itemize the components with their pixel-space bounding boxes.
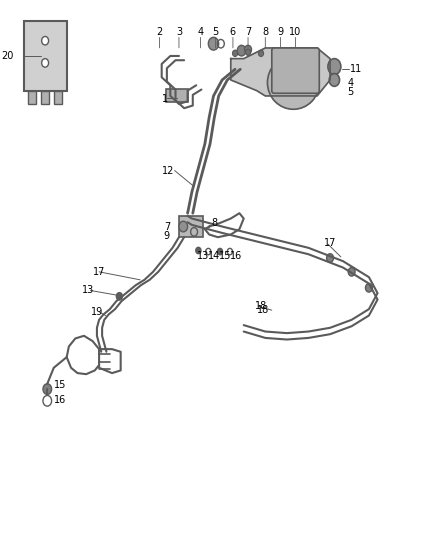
Circle shape [329, 74, 339, 86]
Circle shape [328, 59, 341, 75]
Text: 8: 8 [262, 27, 268, 37]
Text: 20: 20 [2, 51, 14, 61]
Circle shape [284, 51, 290, 58]
Text: 4: 4 [198, 27, 204, 37]
Bar [166, 89, 187, 102]
Text: 13: 13 [82, 286, 94, 295]
Text: 17: 17 [324, 238, 336, 247]
Text: 7: 7 [245, 27, 251, 37]
Circle shape [244, 45, 251, 54]
Text: 12: 12 [162, 166, 174, 175]
Circle shape [237, 45, 246, 56]
Circle shape [273, 51, 279, 58]
Text: 16: 16 [54, 395, 66, 405]
Circle shape [196, 247, 201, 254]
Text: 19: 19 [91, 307, 102, 317]
Text: 4: 4 [347, 78, 353, 87]
Circle shape [217, 248, 223, 255]
Bar [179, 216, 203, 237]
Text: 14: 14 [208, 252, 220, 261]
Circle shape [208, 37, 219, 50]
Circle shape [365, 284, 372, 292]
Text: 1: 1 [162, 94, 168, 103]
Text: 5: 5 [347, 87, 353, 96]
Bar [54, 91, 62, 104]
Text: 9: 9 [277, 27, 283, 37]
Text: 8: 8 [212, 218, 217, 228]
Circle shape [327, 254, 333, 262]
Text: 3: 3 [176, 27, 182, 37]
Text: 13: 13 [197, 252, 209, 261]
Circle shape [43, 384, 52, 394]
Circle shape [117, 293, 122, 300]
Bar [41, 91, 49, 104]
Circle shape [293, 50, 298, 56]
Circle shape [258, 50, 264, 56]
Polygon shape [231, 48, 330, 96]
Circle shape [179, 221, 187, 232]
Circle shape [42, 59, 49, 67]
Text: 15: 15 [219, 252, 232, 261]
Circle shape [348, 268, 355, 276]
FancyBboxPatch shape [272, 48, 319, 93]
Text: 9: 9 [164, 231, 170, 241]
Text: 17: 17 [92, 267, 105, 277]
Ellipse shape [268, 56, 319, 109]
Text: 5: 5 [212, 27, 219, 37]
Bar [28, 91, 36, 104]
Text: 6: 6 [230, 27, 236, 37]
Text: 16: 16 [230, 252, 242, 261]
Circle shape [233, 50, 238, 56]
Text: 7: 7 [164, 222, 170, 231]
Text: 11: 11 [350, 64, 362, 74]
Text: 15: 15 [54, 380, 66, 390]
Circle shape [42, 36, 49, 45]
Text: 10: 10 [290, 27, 302, 37]
Text: 2: 2 [156, 27, 162, 37]
Bar [24, 21, 67, 91]
Text: 18: 18 [254, 302, 267, 311]
Text: 18: 18 [257, 305, 269, 315]
Circle shape [245, 49, 251, 55]
